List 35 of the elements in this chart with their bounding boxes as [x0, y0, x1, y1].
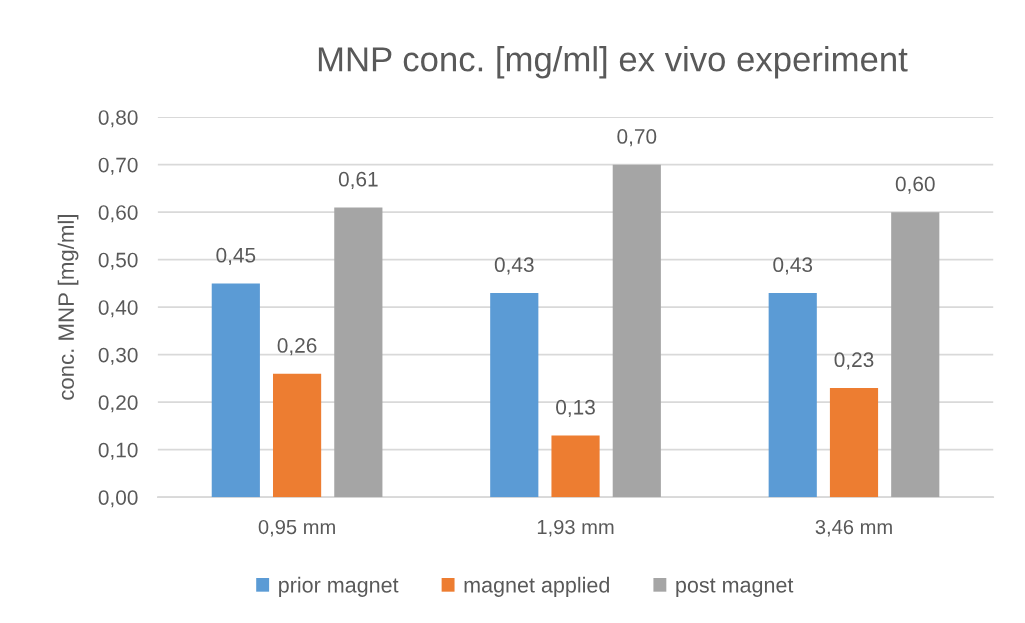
bar — [768, 292, 817, 498]
bar — [334, 207, 383, 498]
data-label: 0,23 — [834, 352, 874, 370]
bar — [272, 373, 322, 498]
data-label: 0,60 — [895, 176, 935, 194]
y-tick-label: 0,70 — [98, 157, 138, 175]
data-label: 0,45 — [216, 247, 256, 266]
legend-label: magnet applied — [464, 576, 609, 597]
data-label: 0,43 — [494, 257, 534, 275]
y-tick-label: 0,50 — [98, 252, 138, 270]
x-tick-label: 1,93 mm — [537, 519, 614, 537]
data-label: 0,70 — [617, 129, 657, 147]
data-label: 0,26 — [277, 338, 317, 356]
y-tick-label: 0,40 — [98, 300, 138, 318]
x-tick-label: 0,95 mm — [258, 519, 335, 537]
bar — [211, 283, 260, 498]
y-tick-label: 0,60 — [98, 205, 138, 223]
bar — [829, 387, 879, 498]
legend-label: post magnet — [676, 578, 794, 597]
y-tick-label: 0,00 — [98, 490, 138, 508]
x-tick-label: 3,46 mm — [815, 519, 892, 537]
bar — [551, 435, 600, 498]
y-tick-label: 0,80 — [98, 110, 138, 128]
data-label: 0,61 — [338, 171, 378, 190]
y-tick-label: 0,10 — [98, 442, 138, 460]
y-axis-title: conc. MNP [mg/ml] — [57, 215, 79, 400]
chart-title: MNP conc. [mg/ml] ex vivo experiment — [318, 46, 908, 79]
legend-label: prior magnet — [279, 576, 399, 597]
bar — [612, 164, 661, 498]
y-tick-label: 0,30 — [98, 347, 138, 365]
bar — [891, 212, 940, 498]
data-label: 0,13 — [556, 399, 595, 418]
data-label: 0,43 — [773, 257, 813, 275]
y-tick-label: 0,20 — [98, 395, 138, 413]
bar — [490, 292, 539, 498]
